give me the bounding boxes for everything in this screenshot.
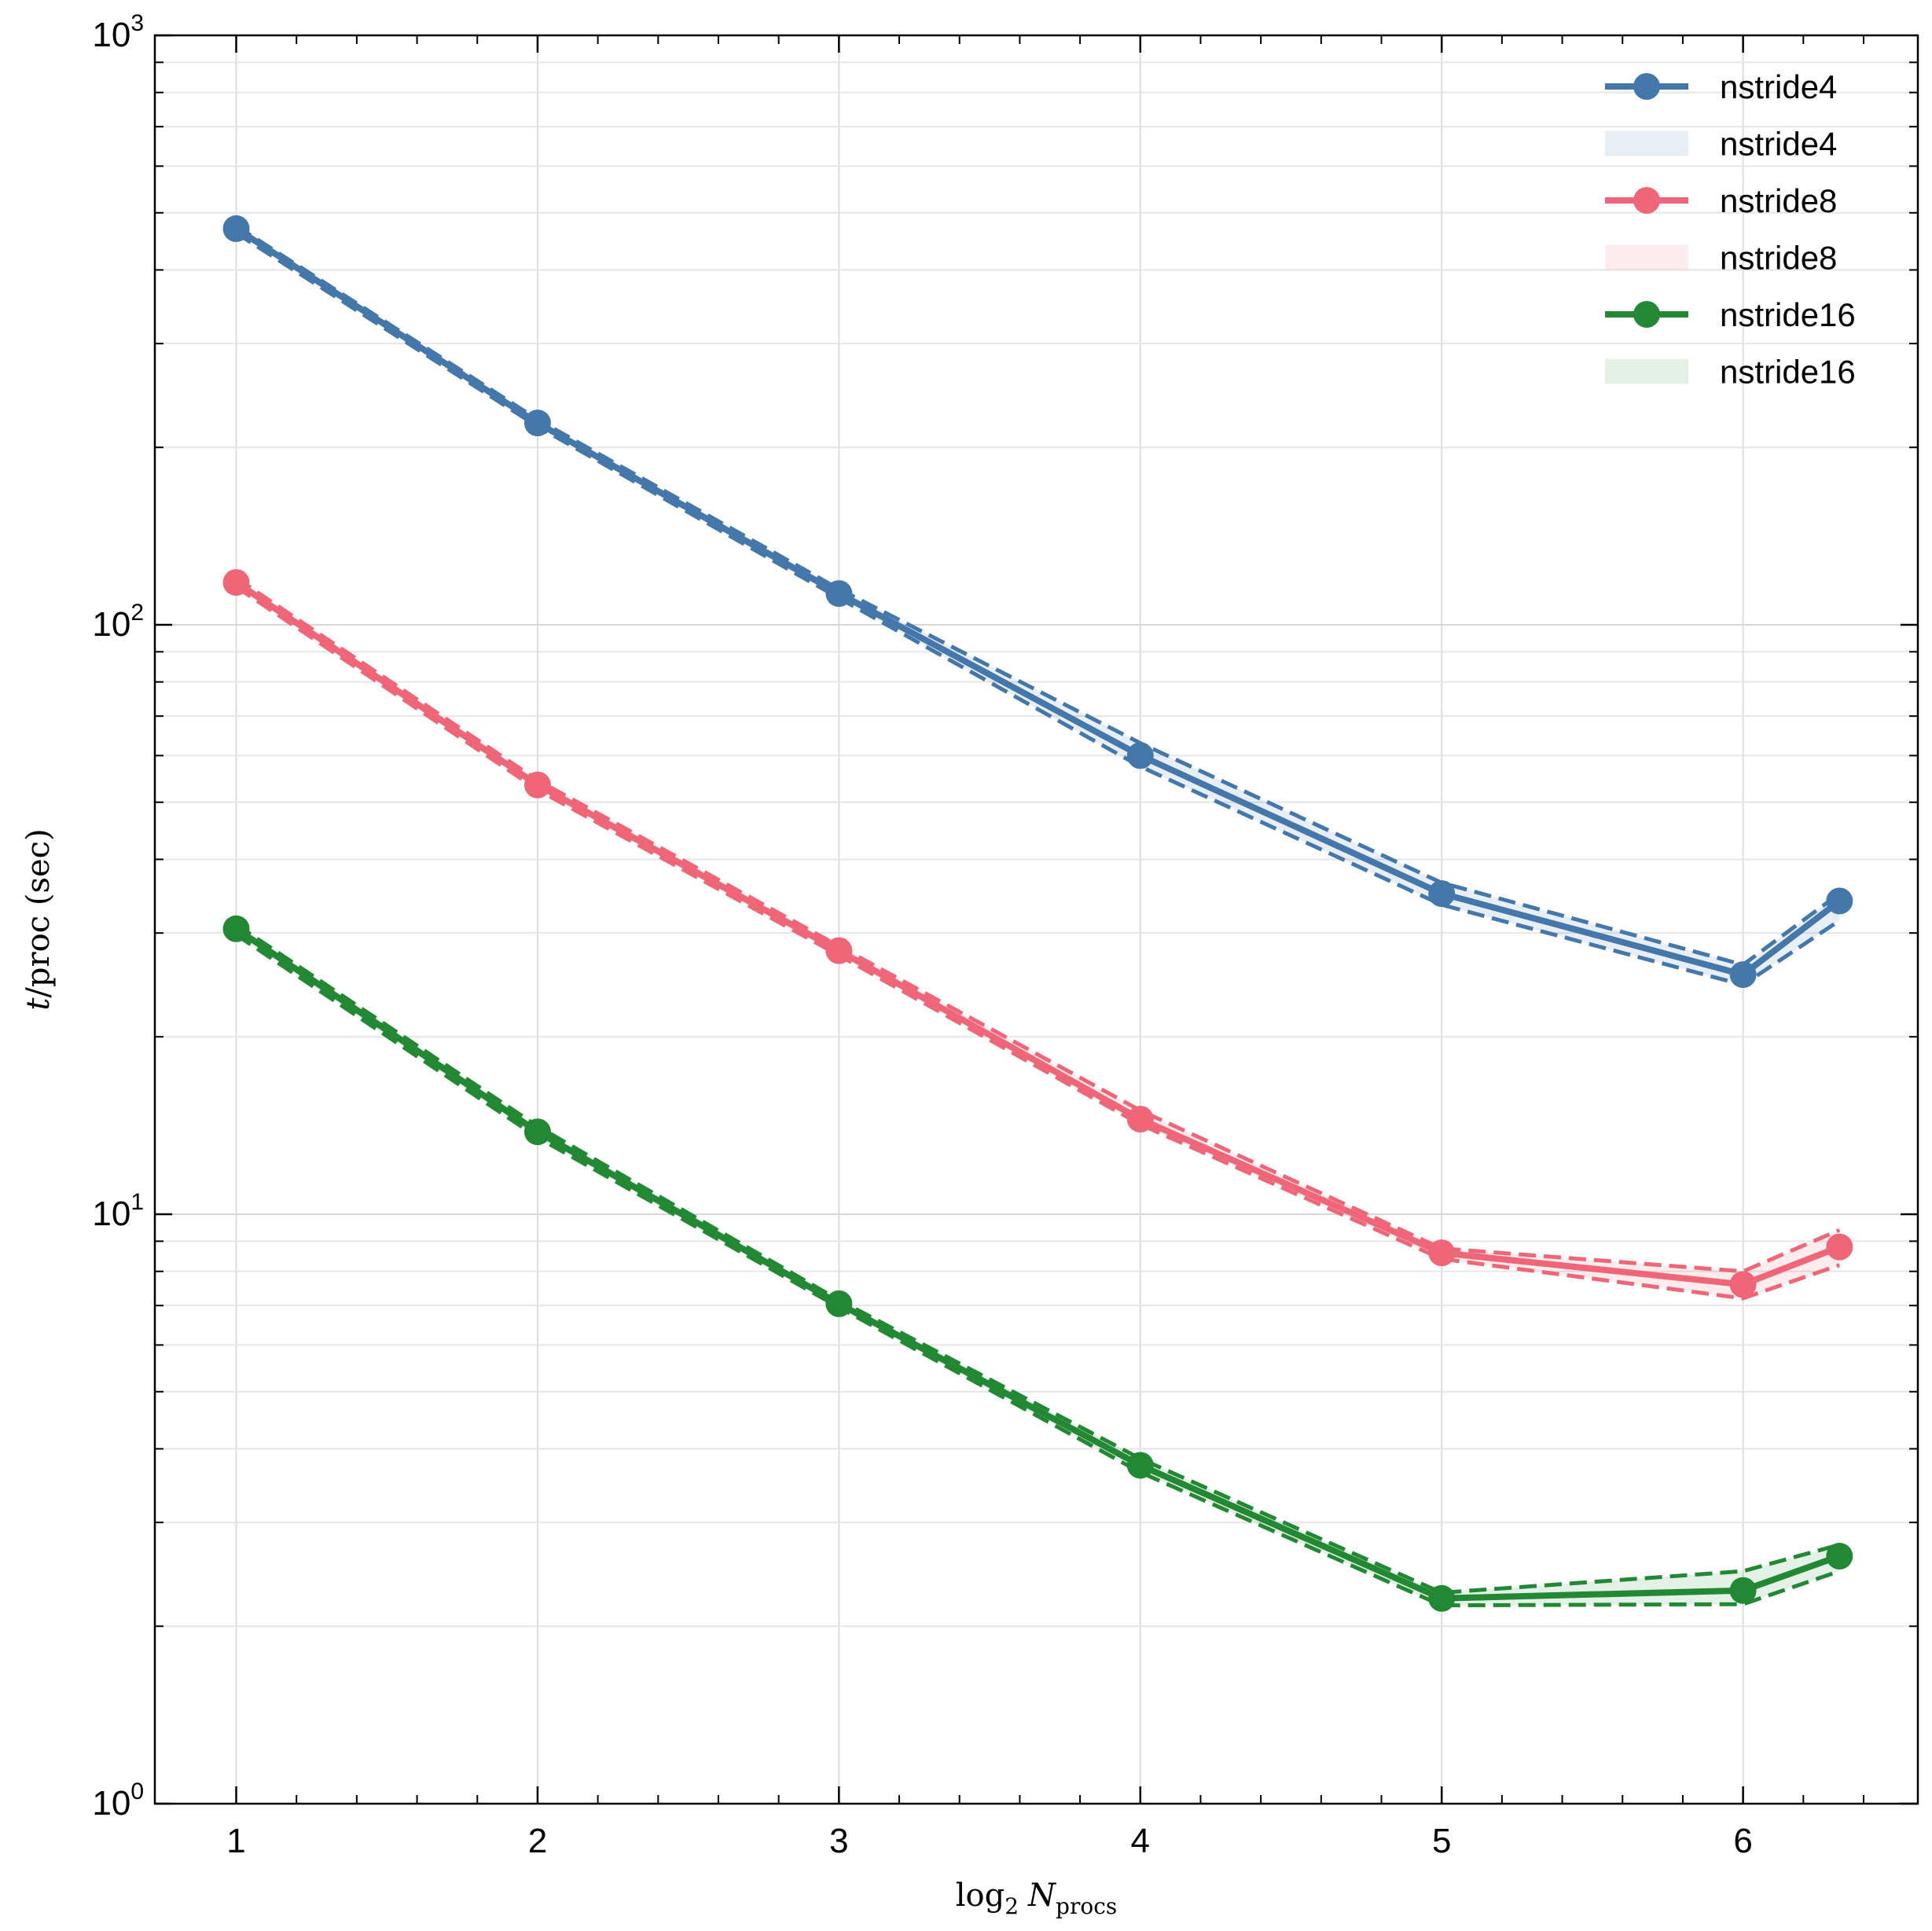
data-point (1126, 1452, 1154, 1479)
y-tick-label: 103 (92, 10, 144, 54)
data-point (1428, 879, 1456, 907)
data-point (1729, 1271, 1757, 1298)
data-point (1826, 1233, 1853, 1261)
data-point (1126, 742, 1154, 769)
grid (155, 35, 1918, 1804)
legend-marker (1633, 301, 1660, 328)
y-tick-label-base: 10 (92, 1784, 130, 1823)
y-tick-label-base: 10 (92, 605, 130, 644)
data-point (222, 569, 250, 597)
legend-band-swatch (1605, 244, 1688, 270)
y-tick-label-exponent: 2 (130, 600, 144, 626)
x-label-var-sub: procs (1056, 1893, 1117, 1919)
data-point (1428, 1239, 1456, 1267)
x-tick-label: 1 (226, 1822, 245, 1860)
y-tick-label-exponent: 0 (130, 1779, 144, 1804)
y-tick-label: 101 (92, 1189, 144, 1233)
data-point (1428, 1584, 1456, 1612)
y-tick-label-exponent: 1 (130, 1189, 144, 1215)
data-point (1126, 1105, 1154, 1133)
x-tick-label: 4 (1131, 1822, 1150, 1860)
legend-band-label: nstride16 (1720, 354, 1856, 391)
data-point (222, 915, 250, 942)
legend-marker (1633, 187, 1660, 214)
y-tick-label: 100 (92, 1779, 144, 1823)
data-point (523, 771, 551, 798)
data-point (1826, 887, 1853, 915)
x-tick-label: 6 (1733, 1822, 1752, 1860)
data-point (1826, 1543, 1853, 1570)
legend-marker (1633, 73, 1660, 100)
y-label-var: t (20, 997, 57, 1011)
x-tick-label: 2 (528, 1822, 547, 1860)
series-markers (222, 215, 1853, 1612)
data-point (1729, 1577, 1757, 1604)
legend-band-swatch (1605, 130, 1688, 156)
legend-band-label: nstride4 (1720, 126, 1837, 163)
x-tick-label: 5 (1432, 1822, 1451, 1860)
data-point (523, 409, 551, 437)
x-label-sub: 2 (1005, 1893, 1019, 1919)
y-tick-label-exponent: 3 (130, 10, 144, 36)
x-tick-label: 3 (829, 1822, 848, 1860)
axis-ticks (155, 34, 1918, 1805)
legend-band-swatch (1605, 358, 1688, 384)
data-point (1729, 961, 1757, 989)
legend-label: nstride16 (1720, 296, 1856, 333)
data-point (825, 1290, 853, 1317)
x-label-main: log (956, 1878, 1005, 1914)
data-point (825, 937, 853, 964)
legend: nstride4 nstride4 nstride8 nstride8 nstride1… (1605, 68, 1856, 391)
legend-band-label: nstride8 (1720, 240, 1837, 277)
data-point (222, 215, 250, 242)
plot-frame (153, 34, 1919, 1805)
y-tick-label-base: 10 (92, 1195, 130, 1233)
y-tick-label-base: 10 (92, 16, 130, 54)
legend-label: nstride4 (1720, 68, 1837, 105)
legend-label: nstride8 (1720, 182, 1837, 219)
y-label-rest: /proc (sec) (20, 828, 57, 997)
x-axis-label: log2 Nprocs (956, 1878, 1118, 1919)
x-label-var: N (1027, 1878, 1057, 1914)
data-point (825, 580, 853, 608)
y-axis-label: t/proc (sec) (20, 828, 57, 1010)
data-point (523, 1118, 551, 1146)
y-tick-label: 102 (92, 600, 144, 644)
